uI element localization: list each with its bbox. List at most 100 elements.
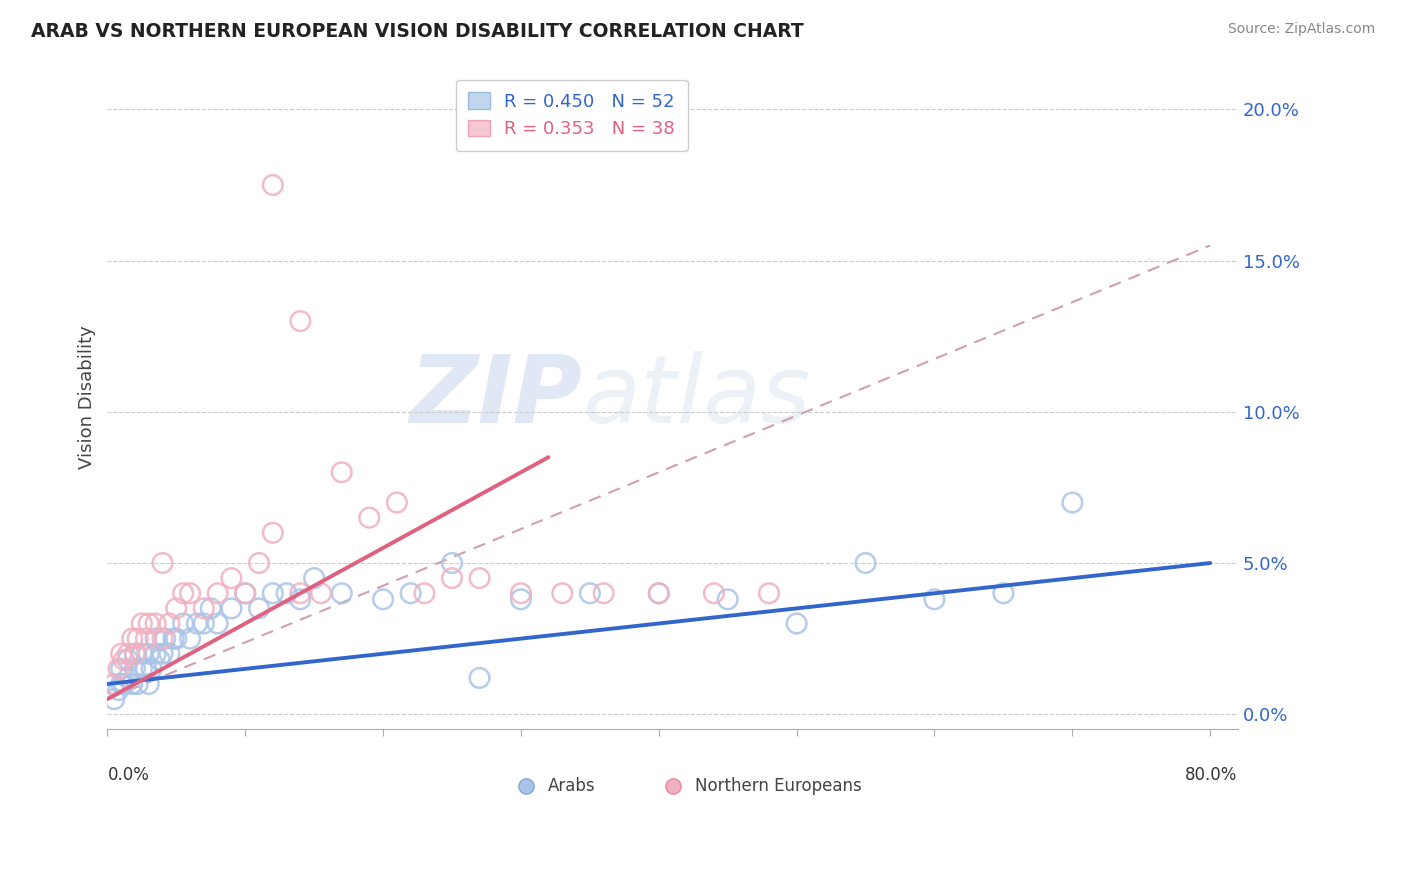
Point [359, 510, 381, 524]
Point [145, 647, 167, 661]
Point [141, 662, 163, 676]
Point [107, 683, 129, 698]
Point [149, 653, 172, 667]
Point [648, 586, 671, 600]
Point [440, 571, 463, 585]
Point [221, 571, 243, 585]
Text: Northern Europeans: Northern Europeans [695, 777, 862, 795]
Point [207, 586, 229, 600]
Point [138, 677, 160, 691]
Point [993, 586, 1015, 600]
Point [138, 616, 160, 631]
Text: 0.0%: 0.0% [107, 766, 149, 784]
Point [330, 586, 353, 600]
Point [145, 616, 167, 631]
Point [371, 592, 394, 607]
Point [290, 586, 312, 600]
Point [131, 616, 153, 631]
Legend: R = 0.450   N = 52, R = 0.353   N = 38: R = 0.450 N = 52, R = 0.353 N = 38 [456, 79, 688, 151]
Point [110, 677, 132, 691]
Point [855, 556, 877, 570]
Point [103, 677, 125, 691]
Point [247, 601, 270, 615]
Text: 80.0%: 80.0% [1185, 766, 1237, 784]
Point [262, 178, 284, 192]
Point [302, 571, 325, 585]
Point [703, 586, 725, 600]
Point [155, 632, 177, 646]
Point [579, 586, 602, 600]
Point [172, 616, 194, 631]
Point [145, 632, 167, 646]
Point [112, 653, 135, 667]
Point [648, 586, 671, 600]
Point [924, 592, 946, 607]
Point [290, 314, 312, 328]
Point [193, 616, 215, 631]
Point [233, 586, 256, 600]
Text: Arabs: Arabs [548, 777, 596, 795]
Point [399, 586, 422, 600]
Point [117, 647, 139, 661]
Point [276, 586, 298, 600]
Y-axis label: Vision Disability: Vision Disability [79, 325, 96, 468]
Point [330, 465, 353, 479]
Point [110, 647, 132, 661]
Point [127, 677, 149, 691]
Point [124, 647, 146, 661]
Point [135, 632, 157, 646]
Point [112, 677, 135, 691]
Point [121, 677, 143, 691]
Point [152, 632, 174, 646]
Point [468, 571, 491, 585]
Point [165, 632, 187, 646]
Text: ARAB VS NORTHERN EUROPEAN VISION DISABILITY CORRELATION CHART: ARAB VS NORTHERN EUROPEAN VISION DISABIL… [31, 22, 804, 41]
Text: ZIP: ZIP [409, 351, 582, 442]
Point [193, 601, 215, 615]
Point [200, 601, 222, 615]
Point [262, 586, 284, 600]
Point [440, 556, 463, 570]
Point [131, 662, 153, 676]
Point [152, 556, 174, 570]
Point [127, 632, 149, 646]
Point [135, 662, 157, 676]
Point [233, 586, 256, 600]
Point [165, 601, 187, 615]
Point [262, 525, 284, 540]
Point [186, 616, 208, 631]
Point [385, 495, 408, 509]
Point [309, 586, 332, 600]
Text: Source: ZipAtlas.com: Source: ZipAtlas.com [1227, 22, 1375, 37]
Point [121, 632, 143, 646]
Point [413, 586, 436, 600]
Point [758, 586, 780, 600]
Point [162, 632, 184, 646]
Text: atlas: atlas [582, 351, 810, 442]
Point [468, 671, 491, 685]
Point [110, 662, 132, 676]
Point [152, 647, 174, 661]
Point [1062, 495, 1084, 509]
Point [131, 647, 153, 661]
Point [510, 592, 533, 607]
Point [103, 692, 125, 706]
Point [786, 616, 808, 631]
Point [551, 586, 574, 600]
Point [117, 671, 139, 685]
Point [124, 662, 146, 676]
Point [290, 592, 312, 607]
Point [157, 647, 180, 661]
Point [207, 616, 229, 631]
Point [172, 586, 194, 600]
Point [247, 556, 270, 570]
Point [107, 662, 129, 676]
Point [157, 616, 180, 631]
Point [117, 653, 139, 667]
Point [221, 601, 243, 615]
Point [179, 586, 201, 600]
Point [124, 647, 146, 661]
Point [510, 586, 533, 600]
Point [179, 632, 201, 646]
Point [592, 586, 614, 600]
